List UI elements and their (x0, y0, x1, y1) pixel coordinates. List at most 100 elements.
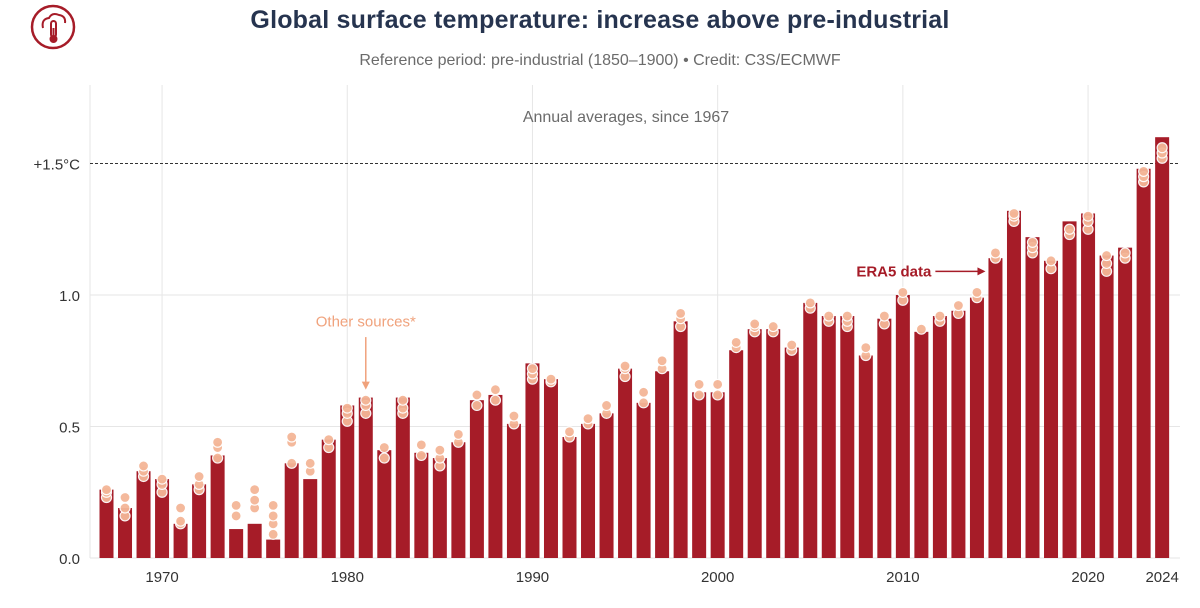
bar-1982 (377, 450, 392, 558)
chart-subtitle: Reference period: pre-industrial (1850–1… (359, 52, 841, 69)
bar-1991 (543, 379, 558, 558)
bar-2015 (988, 258, 1003, 558)
other-source-point (119, 502, 131, 514)
other-source-point (397, 394, 409, 406)
bar-2008 (858, 355, 873, 558)
other-source-point (934, 310, 946, 322)
annual-averages-label: Annual averages, since 1967 (523, 109, 729, 126)
bar-2011 (914, 331, 929, 558)
other-source-point (1156, 142, 1168, 154)
other-source-point (304, 457, 316, 469)
other-source-point (267, 510, 279, 522)
other-source-point (897, 286, 909, 298)
bar-2024 (1155, 137, 1170, 558)
bar-1969 (136, 471, 151, 558)
other-source-point (230, 510, 242, 522)
y-tick-label: 1.0 (59, 288, 80, 305)
bar-1988 (488, 394, 503, 558)
bar-2000 (710, 392, 725, 558)
bar-1989 (506, 423, 521, 558)
bar-2021 (1099, 255, 1114, 559)
other-source-point (804, 297, 816, 309)
other-source-point (1045, 255, 1057, 267)
other-source-point (174, 502, 187, 514)
bar-2014 (969, 297, 984, 558)
other-source-point (767, 320, 779, 333)
bar-1978 (303, 479, 318, 558)
bar-2017 (1025, 237, 1040, 558)
era5-arrowhead (977, 267, 986, 276)
bar-1981 (358, 397, 373, 558)
bar-2013 (951, 310, 966, 558)
era5-data-annotation: ERA5 data (856, 263, 932, 280)
bar-2020 (1081, 213, 1096, 558)
other-source-point (952, 299, 965, 312)
bar-1983 (395, 397, 410, 558)
other-source-point (100, 484, 113, 496)
other-source-point (637, 386, 650, 398)
other-source-point (619, 360, 631, 372)
other-source-point (915, 323, 927, 335)
x-tick-label: 2020 (1071, 569, 1104, 586)
bar-1967 (99, 489, 114, 558)
other-source-point (600, 399, 613, 412)
other-sources-dots-layer (100, 142, 1168, 540)
bar-2001 (729, 350, 744, 558)
bar-1996 (636, 402, 651, 558)
bar-1990 (525, 363, 540, 558)
other-source-point (1119, 247, 1131, 259)
bar-1985 (432, 458, 447, 558)
other-source-point (212, 436, 224, 448)
other-source-point (563, 426, 576, 438)
bar-2003 (766, 329, 781, 558)
other-source-point (249, 494, 261, 506)
bar-2009 (877, 318, 892, 558)
other-sources-annotation: Other sources* (316, 314, 416, 331)
bar-1987 (469, 400, 484, 558)
bar-1977 (284, 463, 299, 558)
bar-2012 (932, 316, 947, 558)
y-tick-label: 0.5 (59, 420, 80, 437)
other-source-point (286, 431, 298, 443)
other-source-point (971, 286, 983, 298)
bar-1994 (599, 413, 614, 558)
bar-1974 (229, 529, 244, 558)
bar-2019 (1062, 221, 1077, 559)
other-source-point (489, 384, 502, 396)
other-source-point (249, 484, 261, 496)
other-source-point (471, 399, 483, 412)
bar-1993 (581, 423, 596, 558)
x-tick-label: 2010 (886, 569, 919, 586)
bar-2018 (1044, 260, 1059, 558)
x-tick-label: 1990 (516, 569, 549, 586)
bar-1972 (192, 484, 207, 558)
x-tick-label: 2024 (1145, 569, 1178, 586)
other-source-point (637, 397, 650, 409)
other-source-point (1082, 210, 1094, 222)
bar-1970 (155, 479, 170, 558)
other-source-point (1138, 165, 1150, 177)
other-source-point (1026, 236, 1039, 248)
x-tick-label: 1970 (145, 569, 178, 586)
thermometer-cloud-logo-icon (30, 4, 80, 54)
x-axis: 1970 1980 1990 2000 2010 2020 2024 (145, 569, 1178, 586)
other-source-point (989, 247, 1002, 259)
bar-2023 (1136, 168, 1151, 558)
other-source-point (415, 449, 427, 462)
y-tick-label: +1.5°C (34, 157, 81, 174)
bar-1995 (618, 368, 633, 558)
bar-1984 (414, 452, 429, 558)
bar-1976 (266, 539, 281, 558)
other-source-point (323, 434, 335, 446)
bar-2006 (821, 316, 836, 558)
other-source-point (415, 439, 427, 451)
other-source-point (471, 389, 483, 401)
other-source-point (267, 499, 279, 511)
other-source-point (712, 378, 724, 391)
x-tick-label: 1980 (331, 569, 364, 586)
other-source-point (193, 470, 205, 483)
other-source-point (1063, 223, 1076, 235)
other-source-point (378, 441, 390, 454)
chart-title: Global surface temperature: increase abo… (250, 6, 950, 34)
